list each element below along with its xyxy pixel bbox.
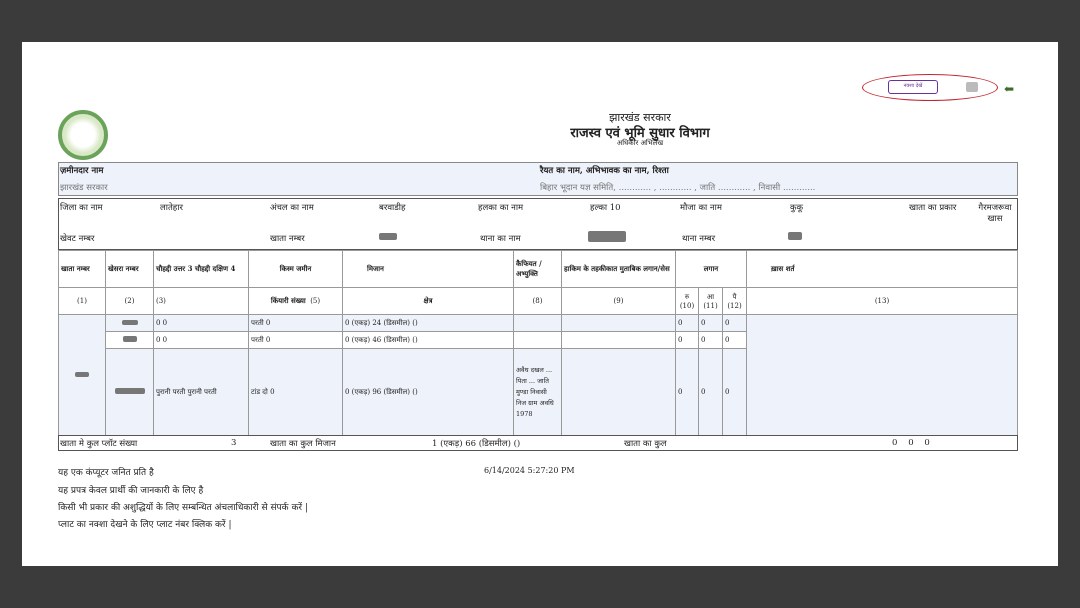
chauhaddi: 0 0	[153, 314, 249, 332]
sub-2: (2)	[105, 287, 154, 315]
map-view-button[interactable]: नक्शा देखें	[888, 80, 938, 94]
timestamp: 6/14/2024 5:27:20 PM	[484, 466, 575, 475]
mizan: 0 (एकड़) 96 (डिसमील) ()	[342, 348, 514, 436]
location-box	[58, 198, 1018, 250]
sub-13: (13)	[746, 287, 1018, 315]
table-row: 0 0 परती 0 0 (एकड़) 24 (डिसमील) () 0 0 0	[58, 314, 1018, 436]
redacted-khata	[379, 233, 397, 240]
col-khesra: खेसरा नम्बर	[105, 250, 154, 288]
doc-title: अधिकार अभिलेख	[616, 139, 664, 147]
redacted-thana-no	[788, 232, 802, 240]
mauza-value: कुकू	[790, 203, 804, 213]
sub-12: पै (12)	[722, 287, 747, 315]
khata-no-cell[interactable]	[58, 314, 106, 436]
sub-10: रु (10)	[675, 287, 699, 315]
kaifiyat: अवैध दखल ... पिता ... जाति मुण्डा निवासी…	[513, 348, 562, 436]
col-hakim: हाकिम के तहकीकात मुताबिक लगान/सेस	[561, 250, 676, 288]
khesra-no-cell[interactable]	[105, 348, 154, 436]
back-arrow-icon[interactable]: ⬅	[1004, 82, 1015, 96]
zamindar-label: ज़मीनदार नाम	[60, 166, 104, 176]
sub-9: (9)	[561, 287, 676, 315]
gov-title: झारखंड सरकार	[609, 111, 671, 124]
total-kul-label: खाता का कुल	[624, 439, 667, 449]
toolbar-highlight	[862, 74, 998, 101]
table-row: 0 0 परती 0 0 (एकड़) 46 (डिसमील) () 0 0 0	[59, 331, 1018, 349]
raiyat-value: बिहार भूदान यज्ञ समिति, ............ , .…	[540, 183, 816, 193]
lagan-a: 0	[698, 314, 723, 332]
total-mizan-label: खाता का कुल मिजान	[270, 439, 336, 449]
sub-8: (8)	[513, 287, 562, 315]
sub-kiyari: किंयारी संख्या	[270, 296, 306, 305]
footer-line: प्लाट का नक्शा देखने के लिए प्लाट नंबर क…	[58, 520, 232, 530]
kaifiyat	[513, 331, 562, 349]
total-plots-label: खाता मे कुल प्लॉट संख्या	[60, 439, 138, 449]
print-icon[interactable]	[966, 82, 978, 92]
col-kaifiyat: कैफियत / अभ्युक्ति	[513, 250, 562, 288]
zamindar-value: झारखंड सरकार	[60, 183, 108, 193]
lagan-r: 0	[675, 348, 699, 436]
sub-kshetra: क्षेत्र	[342, 287, 514, 315]
col-mizan: मिजान	[342, 250, 514, 288]
lagan-p: 0	[722, 331, 747, 349]
col-kism: किस्म जमीन	[248, 250, 343, 288]
khata-label: खाता नम्बर	[270, 234, 305, 244]
emblem-logo	[58, 110, 108, 160]
lagan-a: 0	[698, 331, 723, 349]
total-mizan: 1 (एकड़) 66 (डिसमील) ()	[432, 439, 521, 449]
khewat-label: खेवट नम्बर	[60, 234, 95, 244]
khatiyan-table: खाता नम्बर खेसरा नम्बर चौहद्दी उत्तर 3 च…	[58, 250, 1018, 436]
document-page: नक्शा देखें ⬅ झारखंड सरकार राजस्व एवं भू…	[22, 42, 1058, 566]
lagan-p: 0	[722, 348, 747, 436]
chauhaddi: 0 0	[153, 331, 249, 349]
kism: टांड दो 0	[248, 348, 343, 436]
circle-label: अंचल का नाम	[270, 203, 314, 213]
lagan-p: 0	[722, 314, 747, 332]
redacted-thana-name	[588, 231, 626, 242]
col-lagan: लगान	[675, 250, 747, 288]
khata-type-label: खाता का प्रकार	[909, 203, 957, 213]
chauhaddi: पुरानी परती पुरानी परती	[153, 348, 249, 436]
halka-label: हलका का नाम	[478, 203, 524, 213]
circle-value: बरवाडीह	[379, 203, 406, 213]
halka-value: हल्का 10	[590, 203, 621, 213]
district-value: लातेहार	[160, 203, 184, 213]
khata-type-value: गैरमजरूवा खास	[978, 203, 1012, 224]
mauza-label: मौजा का नाम	[680, 203, 722, 213]
dept-title: राजस्व एवं भूमि सुधार विभाग	[570, 126, 710, 141]
owner-box	[58, 162, 1018, 196]
col-khata: खाता नम्बर	[58, 250, 106, 288]
kaifiyat	[513, 314, 562, 332]
total-plots: 3	[231, 438, 237, 448]
mizan: 0 (एकड़) 46 (डिसमील) ()	[342, 331, 514, 349]
lagan-a: 0	[698, 348, 723, 436]
footer-line: किसी भी प्रकार की अशुद्धियों के लिए सम्ब…	[58, 503, 308, 513]
lagan-r: 0	[675, 331, 699, 349]
district-label: जिला का नाम	[60, 203, 103, 213]
lagan-r: 0	[675, 314, 699, 332]
sub-1: (1)	[58, 287, 106, 315]
kism: परती 0	[248, 314, 343, 332]
total-kul: 0 0 0	[892, 438, 930, 448]
thana-name-label: थाना का नाम	[480, 234, 521, 244]
khesra-no-cell[interactable]	[105, 314, 154, 332]
total-box	[58, 435, 1018, 451]
map-button-label: नक्शा देखें	[903, 83, 923, 89]
khesra-no-cell[interactable]	[105, 331, 154, 349]
col-khas-shart: ख़ास शर्त	[746, 250, 1018, 288]
thana-no-label: थाना नम्बर	[682, 234, 716, 244]
mizan: 0 (एकड़) 24 (डिसमील) ()	[342, 314, 514, 332]
kism: परती 0	[248, 331, 343, 349]
sub-11: आ (11)	[698, 287, 723, 315]
footer-line: यह एक कंप्यूटर जनित प्रति है	[58, 468, 154, 478]
col-chauhaddi: चौहद्दी उत्तर 3 चौहद्दी दक्षिण 4	[153, 250, 249, 288]
raiyat-label: रैयत का नाम, अभिभावक का नाम, रिश्ता	[540, 166, 669, 176]
sub-3: (3)	[153, 287, 249, 315]
footer-line: यह प्रपत्र केवल प्रार्थी की जानकारी के ल…	[58, 486, 204, 496]
sub-5: (5)	[310, 297, 321, 305]
